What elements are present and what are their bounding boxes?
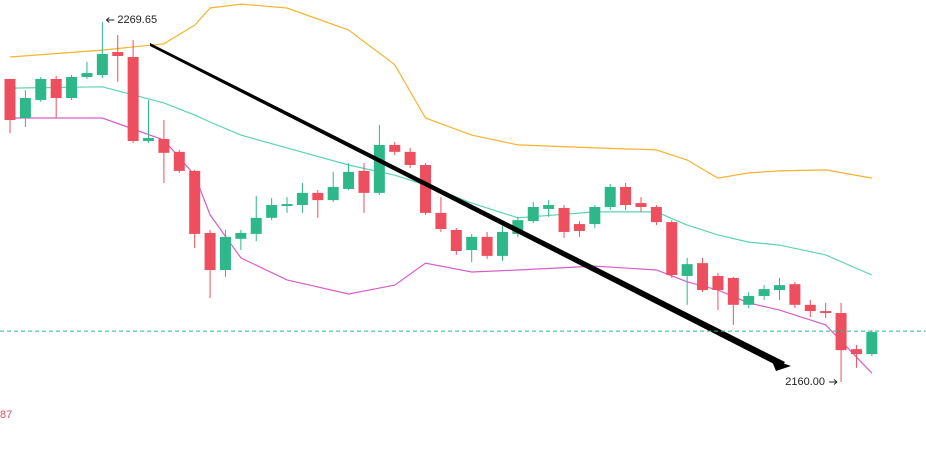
candle-body bbox=[296, 192, 308, 206]
candle-body bbox=[4, 78, 16, 120]
candle-body bbox=[327, 186, 339, 201]
candle-body bbox=[404, 151, 416, 165]
candle-body bbox=[112, 52, 124, 56]
candle-body bbox=[19, 97, 31, 119]
candles bbox=[4, 21, 878, 382]
candle-body bbox=[527, 206, 539, 222]
annotation-arrow bbox=[829, 379, 838, 385]
candle-body bbox=[573, 224, 585, 231]
candle-body bbox=[635, 203, 647, 207]
candle-body bbox=[281, 204, 293, 207]
candle-body bbox=[189, 170, 201, 234]
candle-body bbox=[866, 332, 878, 355]
candle-body bbox=[804, 304, 816, 312]
annotations: 2269.65 2160.00 bbox=[106, 14, 838, 388]
band-line bbox=[10, 117, 873, 374]
candle-body bbox=[450, 229, 462, 251]
candle-body bbox=[389, 144, 401, 152]
candle-body bbox=[650, 206, 662, 223]
candle-body bbox=[604, 186, 616, 207]
candle-body bbox=[758, 289, 770, 296]
candle-body bbox=[235, 232, 247, 239]
candle-body bbox=[343, 171, 355, 189]
candle-body bbox=[96, 54, 108, 76]
candle-body bbox=[358, 170, 370, 193]
candle-body bbox=[312, 192, 324, 201]
candle-body bbox=[666, 222, 678, 275]
candle-body bbox=[50, 78, 62, 98]
candle-body bbox=[558, 207, 570, 232]
candle-body bbox=[620, 186, 632, 206]
candle-body bbox=[219, 236, 231, 271]
candle-body bbox=[158, 139, 170, 153]
band-line bbox=[9, 86, 873, 276]
candle-body bbox=[466, 236, 478, 251]
candle-body bbox=[373, 144, 385, 193]
corner-label: 87 bbox=[0, 409, 12, 421]
candle-body bbox=[697, 263, 709, 291]
candle-body bbox=[481, 236, 493, 256]
candle-body bbox=[420, 164, 432, 213]
candle-body bbox=[496, 231, 508, 256]
candle-body bbox=[743, 295, 755, 305]
candle-body bbox=[727, 277, 739, 305]
candle-body bbox=[589, 206, 601, 225]
min-label: 2160.00 bbox=[785, 376, 825, 388]
band-line bbox=[9, 3, 872, 179]
candle-body bbox=[774, 285, 785, 291]
candle-body bbox=[512, 220, 524, 234]
trend-arrow-head bbox=[771, 359, 791, 371]
max-label: 2269.65 bbox=[117, 14, 157, 26]
candle-body bbox=[850, 349, 862, 355]
candle-body bbox=[681, 264, 693, 276]
candle-body bbox=[250, 217, 262, 234]
candle-body bbox=[127, 56, 139, 142]
candle-body bbox=[543, 205, 555, 209]
candle-body bbox=[820, 311, 832, 314]
candle-body bbox=[204, 232, 216, 271]
candle-body bbox=[435, 212, 447, 229]
annotation-arrow bbox=[106, 17, 115, 23]
candle-body bbox=[789, 284, 801, 305]
candle-body bbox=[712, 275, 724, 291]
candle-body bbox=[66, 76, 78, 98]
candle-body bbox=[173, 151, 185, 171]
bollinger-bands bbox=[9, 3, 873, 374]
candle-body bbox=[266, 205, 278, 218]
candle-body bbox=[81, 73, 93, 77]
candle-body bbox=[143, 138, 155, 142]
candle-body bbox=[35, 78, 47, 100]
trend-arrow bbox=[150, 43, 785, 368]
